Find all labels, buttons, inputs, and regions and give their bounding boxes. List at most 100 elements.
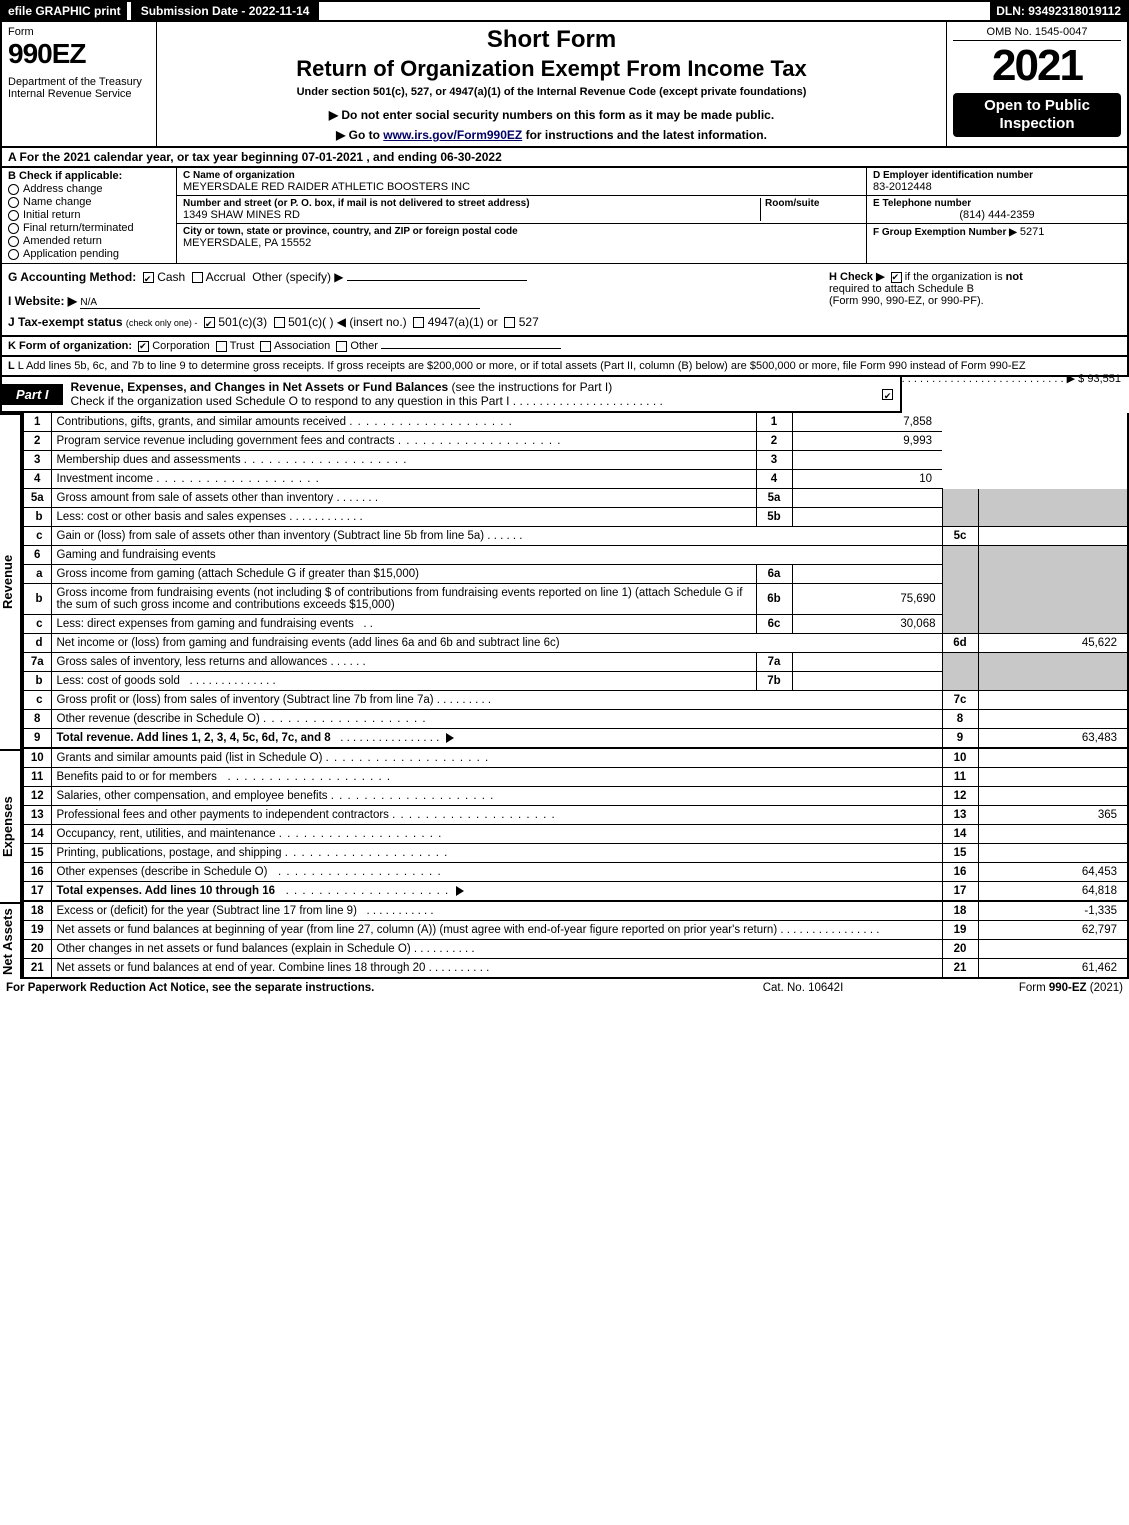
h-text3: (Form 990, 990-EZ, or 990-PF).: [829, 295, 984, 307]
g-cash: Cash: [157, 270, 185, 284]
city-label: City or town, state or province, country…: [183, 226, 860, 237]
l-amount: ▶ $ 93,551: [1067, 373, 1121, 385]
g-other: Other (specify) ▶: [252, 270, 343, 284]
form-number: 990EZ: [8, 38, 150, 70]
arrow-icon: [446, 733, 454, 743]
org-name-label: C Name of organization: [183, 170, 860, 181]
revenue-table: 1Contributions, gifts, grants, and simil…: [22, 413, 1129, 749]
chk-accrual[interactable]: [192, 272, 203, 283]
part1-header: Part I Revenue, Expenses, and Changes in…: [0, 377, 902, 413]
k-other-input[interactable]: [381, 348, 561, 349]
side-revenue: Revenue: [0, 413, 22, 749]
website-value: N/A: [80, 297, 480, 309]
h-text1: if the organization is: [905, 271, 1003, 283]
chk-527[interactable]: [504, 317, 515, 328]
j-501c3: 501(c)(3): [218, 315, 267, 329]
org-name: MEYERSDALE RED RAIDER ATHLETIC BOOSTERS …: [183, 181, 860, 193]
side-expenses: Expenses: [0, 749, 22, 902]
chk-final[interactable]: [8, 223, 19, 234]
part1-tag: Part I: [2, 384, 63, 405]
addr-value: 1349 SHAW MINES RD: [183, 209, 760, 221]
chk-4947[interactable]: [413, 317, 424, 328]
ssn-warning: ▶ Do not enter social security numbers o…: [165, 108, 938, 122]
goto-post: for instructions and the latest informat…: [522, 128, 767, 142]
k-pre: K Form of organization:: [8, 340, 132, 352]
chk-name-label: Name change: [23, 196, 92, 208]
chk-h[interactable]: [891, 272, 902, 283]
omb-number: OMB No. 1545-0047: [953, 26, 1121, 41]
expenses-table: 10Grants and similar amounts paid (list …: [22, 749, 1129, 902]
chk-cash[interactable]: [143, 272, 154, 283]
col-b-header: B Check if applicable:: [8, 170, 170, 182]
tel-label: E Telephone number: [873, 198, 1121, 209]
city-value: MEYERSDALE, PA 15552: [183, 237, 860, 249]
chk-amended[interactable]: [8, 236, 19, 247]
arrow-icon: [456, 886, 464, 896]
chk-part1-scho[interactable]: [882, 389, 893, 400]
g-accrual: Accrual: [206, 270, 246, 284]
footer-left: For Paperwork Reduction Act Notice, see …: [6, 982, 683, 994]
footer-right: Form 990-EZ (2021): [923, 982, 1123, 994]
section-ghij: G Accounting Method: Cash Accrual Other …: [0, 264, 1129, 337]
j-note: (check only one) -: [126, 318, 198, 328]
open-inspection-badge: Open to Public Inspection: [953, 93, 1121, 137]
part1-subline: Check if the organization used Schedule …: [71, 394, 510, 408]
line-a: A For the 2021 calendar year, or tax yea…: [0, 148, 1129, 168]
chk-name[interactable]: [8, 197, 19, 208]
l-text: L Add lines 5b, 6c, and 7b to line 9 to …: [18, 360, 1026, 372]
efile-label[interactable]: efile GRAPHIC print: [2, 2, 127, 20]
chk-final-label: Final return/terminated: [23, 222, 134, 234]
i-label: I Website: ▶: [8, 294, 77, 308]
chk-other-org[interactable]: [336, 341, 347, 352]
line-l: L L Add lines 5b, 6c, and 7b to line 9 t…: [0, 357, 1129, 377]
j-527: 527: [519, 315, 539, 329]
k-trust: Trust: [230, 340, 255, 352]
dln-label: DLN: 93492318019112: [990, 2, 1127, 20]
top-bar: efile GRAPHIC print Submission Date - 20…: [0, 0, 1129, 22]
submission-date: Submission Date - 2022-11-14: [131, 2, 320, 20]
chk-pending-label: Application pending: [23, 248, 119, 260]
irs-link[interactable]: www.irs.gov/Form990EZ: [383, 128, 522, 142]
part1-title: Revenue, Expenses, and Changes in Net As…: [63, 377, 876, 411]
info-block: B Check if applicable: Address change Na…: [0, 168, 1129, 264]
side-netassets: Net Assets: [0, 902, 22, 979]
line-k: K Form of organization: Corporation Trus…: [0, 337, 1129, 357]
footer-cat: Cat. No. 10642I: [683, 982, 923, 994]
g-label: G Accounting Method:: [8, 270, 136, 284]
header-mid: Short Form Return of Organization Exempt…: [157, 22, 947, 146]
under-section: Under section 501(c), 527, or 4947(a)(1)…: [165, 86, 938, 98]
chk-initial-label: Initial return: [23, 209, 80, 221]
chk-501c3[interactable]: [204, 317, 215, 328]
short-form-title: Short Form: [165, 26, 938, 54]
h-not: not: [1006, 271, 1023, 283]
chk-amended-label: Amended return: [23, 235, 102, 247]
grp-label: F Group Exemption Number ▶: [873, 227, 1017, 238]
return-title: Return of Organization Exempt From Incom…: [165, 56, 938, 82]
col-b: B Check if applicable: Address change Na…: [2, 168, 177, 263]
g-other-input[interactable]: [347, 280, 527, 281]
chk-trust[interactable]: [216, 341, 227, 352]
chk-pending[interactable]: [8, 249, 19, 260]
header-right: OMB No. 1545-0047 2021 Open to Public In…: [947, 22, 1127, 146]
chk-501c[interactable]: [274, 317, 285, 328]
j-label: J Tax-exempt status: [8, 315, 123, 329]
k-other: Other: [350, 340, 378, 352]
chk-corp[interactable]: [138, 341, 149, 352]
j-501c: 501(c)( ) ◀ (insert no.): [288, 315, 407, 329]
h-text2: required to attach Schedule B: [829, 283, 974, 295]
tel-value: (814) 444-2359: [873, 209, 1121, 221]
chk-assoc[interactable]: [260, 341, 271, 352]
k-corp: Corporation: [152, 340, 209, 352]
chk-address-label: Address change: [23, 183, 103, 195]
dept-label: Department of the Treasury Internal Reve…: [8, 76, 150, 100]
chk-address[interactable]: [8, 184, 19, 195]
room-label: Room/suite: [765, 198, 860, 209]
chk-initial[interactable]: [8, 210, 19, 221]
tax-year: 2021: [992, 41, 1082, 91]
goto-note: ▶ Go to www.irs.gov/Form990EZ for instru…: [165, 128, 938, 142]
ein-label: D Employer identification number: [873, 170, 1121, 181]
section-h: H Check ▶ if the organization is not req…: [821, 270, 1121, 329]
goto-pre: ▶ Go to: [336, 128, 383, 142]
header-left: Form 990EZ Department of the Treasury In…: [2, 22, 157, 146]
h-label: H Check ▶: [829, 271, 885, 283]
